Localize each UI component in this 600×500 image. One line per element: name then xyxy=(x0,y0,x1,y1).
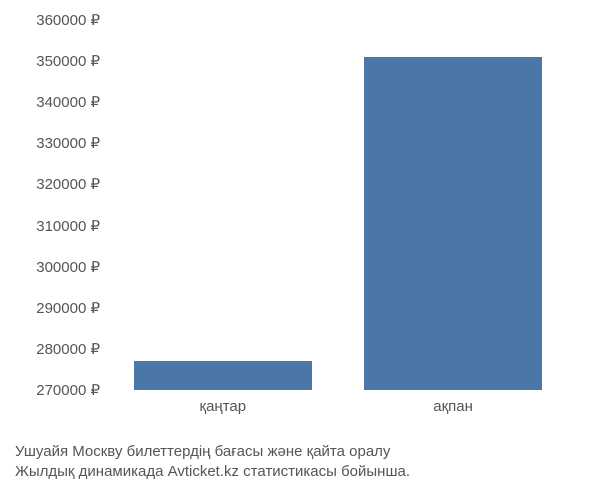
caption: Ушуайя Москву билеттердің бағасы және қа… xyxy=(15,442,585,483)
y-tick: 340000 ₽ xyxy=(15,93,100,111)
y-tick: 350000 ₽ xyxy=(15,52,100,70)
y-tick: 330000 ₽ xyxy=(15,134,100,152)
y-tick: 300000 ₽ xyxy=(15,258,100,276)
x-axis: қаңтар ақпан xyxy=(110,398,580,423)
y-tick: 270000 ₽ xyxy=(15,381,100,399)
y-tick: 360000 ₽ xyxy=(15,11,100,29)
x-label: қаңтар xyxy=(200,398,247,415)
bar xyxy=(134,361,313,390)
plot-area xyxy=(110,20,580,390)
chart-container: 360000 ₽ 350000 ₽ 340000 ₽ 330000 ₽ 3200… xyxy=(15,20,585,420)
y-tick: 320000 ₽ xyxy=(15,175,100,193)
y-tick: 290000 ₽ xyxy=(15,299,100,317)
caption-line2: Жылдық динамикада Avticket.kz статистика… xyxy=(15,462,585,482)
x-label: ақпан xyxy=(433,398,473,415)
y-axis: 360000 ₽ 350000 ₽ 340000 ₽ 330000 ₽ 3200… xyxy=(15,20,105,390)
y-tick: 310000 ₽ xyxy=(15,217,100,235)
bars-group xyxy=(110,20,580,390)
caption-line1: Ушуайя Москву билеттердің бағасы және қа… xyxy=(15,442,585,462)
y-tick: 280000 ₽ xyxy=(15,340,100,358)
bar xyxy=(364,57,543,390)
